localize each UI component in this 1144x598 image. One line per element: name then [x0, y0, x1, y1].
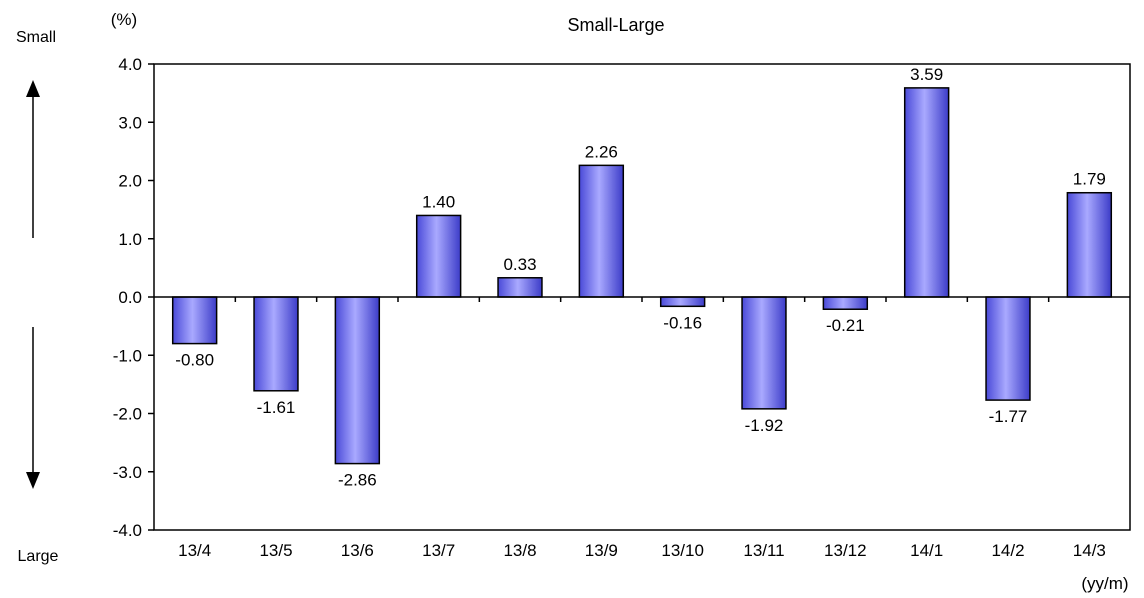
bar: [985, 296, 1031, 401]
bars: -0.80 -1.61 -2.86 1.40 0.33 2.26 -0.16 -1.92 -0.…: [171, 65, 1113, 490]
bar: [171, 296, 218, 345]
y-tick-label: -4.0: [113, 521, 142, 540]
y-tick-label: 0.0: [118, 288, 142, 307]
x-tick-label: 14/1: [910, 541, 943, 560]
bar: [253, 296, 299, 392]
y-tick-label: 4.0: [118, 55, 142, 74]
y-tick-label: 2.0: [118, 172, 142, 191]
x-tick-label: 13/11: [743, 541, 784, 560]
x-axis: 13/4 13/5 13/6 13/7 13/8 13/9 13/10 13/11 13/12 1…: [178, 297, 1106, 560]
x-tick-label: 13/5: [259, 541, 292, 560]
bar-value-label: 2.26: [585, 142, 618, 161]
x-tick-label: 13/4: [178, 541, 211, 560]
bar: [497, 277, 543, 298]
x-tick-label: 13/12: [824, 541, 867, 560]
bar: [659, 296, 706, 308]
chart-title: Small-Large: [567, 15, 664, 35]
bar-value-label: -0.80: [175, 351, 214, 370]
y-axis-unit-label: (%): [111, 10, 137, 29]
bar-value-label: 1.40: [422, 192, 455, 211]
bar-value-label: 3.59: [910, 65, 943, 84]
bar: [415, 214, 462, 298]
y-tick-label: -3.0: [113, 463, 142, 482]
bar: [741, 296, 787, 410]
x-axis-unit-label: (yy/m): [1081, 574, 1128, 593]
x-tick-label: 13/10: [661, 541, 704, 560]
bar-value-label: -1.61: [257, 398, 296, 417]
x-tick-label: 13/9: [585, 541, 618, 560]
bar-value-label: -2.86: [338, 471, 377, 490]
arrow-up-icon: [26, 80, 40, 238]
y-tick-label: -2.0: [113, 405, 142, 424]
y-axis: 4.0 3.0 2.0 1.0 0.0 -1.0 -2.0 -3.0 -4.0: [113, 55, 154, 540]
bar-value-label: 1.79: [1073, 170, 1106, 189]
bar-value-label: -0.16: [663, 313, 702, 332]
bar: [903, 87, 950, 298]
bar: [1066, 191, 1113, 298]
bar: [334, 296, 381, 465]
x-tick-label: 13/7: [422, 541, 455, 560]
x-tick-label: 13/8: [503, 541, 536, 560]
x-tick-label: 14/2: [991, 541, 1024, 560]
y-tick-label: 1.0: [118, 230, 142, 249]
bar-value-label: -1.92: [745, 416, 784, 435]
bar-value-label: -0.21: [826, 316, 865, 335]
bar: [822, 296, 869, 310]
side-label-small: Small: [16, 29, 56, 46]
x-tick-label: 14/3: [1073, 541, 1106, 560]
side-label-large: Large: [18, 548, 59, 565]
bar-value-label: -1.77: [989, 407, 1028, 426]
x-tick-label: 13/6: [341, 541, 374, 560]
arrow-down-icon: [26, 327, 40, 489]
bar-value-label: 0.33: [503, 255, 536, 274]
y-tick-label: -1.0: [113, 346, 142, 365]
y-tick-label: 3.0: [118, 113, 142, 132]
bar: [578, 164, 625, 298]
